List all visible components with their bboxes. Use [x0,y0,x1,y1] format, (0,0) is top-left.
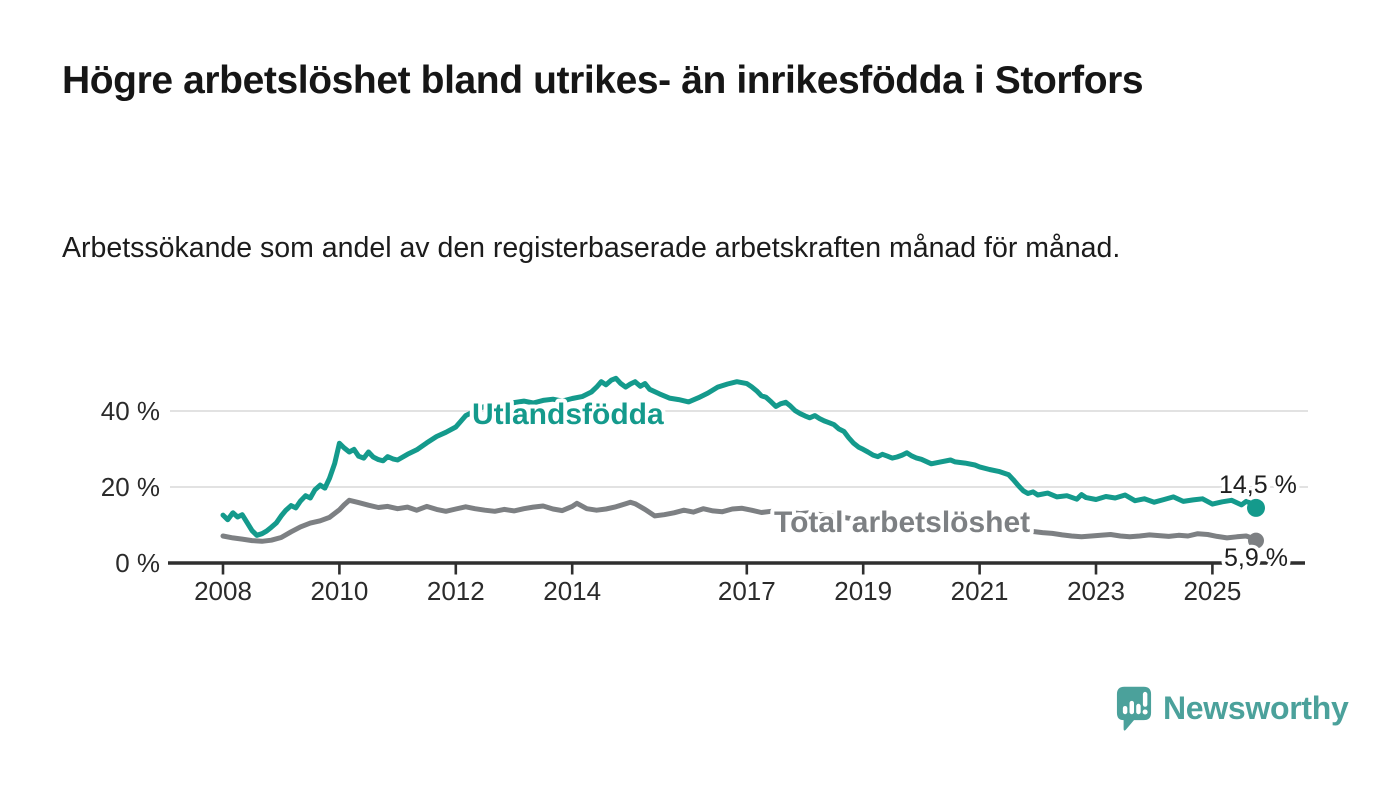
x-axis-label-2012: 2012 [427,576,485,606]
series-label-utlandsfodda: Utlandsfödda [472,398,664,431]
series-line-total-arbetsloshet [220,497,1259,544]
series-end-dots [1247,498,1265,549]
x-axis-label-2021: 2021 [951,576,1009,606]
newsworthy-bubble-chart-icon [1116,686,1152,731]
y-axis-label-0: 0 % [115,548,160,578]
x-axis-label-2010: 2010 [310,576,368,606]
end-dot-total-arbetsloshet [1248,532,1264,549]
x-axis-label-2023: 2023 [1067,576,1125,606]
x-axis-label-2008: 2008 [194,576,252,606]
x-axis-label-2019: 2019 [834,576,892,606]
unemployment-line-chart: 0 % 20 % 40 % 2008 2010 2012 2014 2017 2019 2021… [101,375,1308,606]
y-axis-tick-labels: 0 % 20 % 40 % [101,396,160,578]
x-axis-label-2014: 2014 [543,576,601,606]
series-label-total-arbetsloshet: Total arbetslöshet [774,506,1030,539]
end-value-label-utlandsfodda: 14,5 % [1219,471,1297,499]
newsworthy-wordmark: Newsworthy [1163,690,1349,726]
series-line-utlandsfodda [220,375,1259,538]
x-axis [168,561,1305,575]
end-dot-utlandsfodda [1247,498,1265,517]
end-value-label-total-arbetsloshet: 5,9 % [1224,544,1288,572]
y-axis-label-40: 40 % [101,396,160,426]
x-axis-label-2025: 2025 [1183,576,1241,606]
gridlines [170,410,1308,488]
newsworthy-logo: Newsworthy [1116,686,1349,732]
y-axis-label-20: 20 % [101,472,160,502]
x-axis-label-2017: 2017 [718,576,776,606]
x-axis-tick-labels: 2008 2010 2012 2014 2017 2019 2021 2023 2025 [194,576,1241,606]
page-title: Högre arbetslöshet bland utrikes- än inr… [62,59,1144,102]
page-subtitle: Arbetssökande som andel av den registerb… [62,232,1121,264]
